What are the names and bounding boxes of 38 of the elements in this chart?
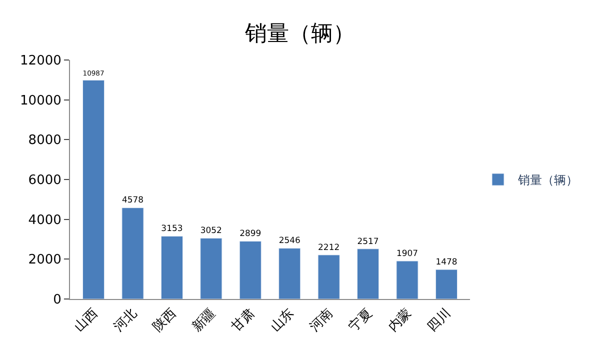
data-label: 3052 xyxy=(200,225,222,236)
x-tick-label: 河北 xyxy=(111,306,140,335)
x-tick-label: 四川 xyxy=(424,306,454,335)
x-tick-label: 新疆 xyxy=(190,306,219,335)
data-label: 1907 xyxy=(396,248,418,258)
bar xyxy=(239,241,262,299)
x-tick-label: 甘肃 xyxy=(228,306,258,335)
x-tick-label: 内蒙 xyxy=(386,306,415,335)
y-tick-label: 2000 xyxy=(28,252,62,268)
data-label: 2546 xyxy=(278,235,300,246)
bar xyxy=(278,248,301,299)
data-label: 4578 xyxy=(122,194,144,205)
y-tick-label: 6000 xyxy=(28,173,62,188)
data-label: 3153 xyxy=(161,223,183,234)
y-tick-label: 12000 xyxy=(20,54,62,69)
bar xyxy=(357,248,380,299)
bar xyxy=(200,238,222,299)
data-label: 2212 xyxy=(318,242,340,252)
x-tick-label: 河南 xyxy=(307,306,336,335)
data-label: 2899 xyxy=(240,228,262,238)
bar xyxy=(160,236,183,299)
y-tick-label: 10000 xyxy=(20,93,62,108)
y-tick-label: 8000 xyxy=(28,133,62,148)
legend-label: 销量（辆） xyxy=(517,173,578,188)
y-tick-label: 0 xyxy=(53,292,62,308)
bar xyxy=(435,269,458,299)
bar xyxy=(122,208,144,299)
x-tick-label: 山东 xyxy=(268,306,298,335)
bar xyxy=(318,254,340,299)
x-tick-label: 宁夏 xyxy=(346,305,376,335)
x-tick-label: 山西 xyxy=(72,306,101,335)
x-tick-label: 陕西 xyxy=(150,306,180,335)
bar xyxy=(82,80,105,299)
bar xyxy=(396,260,418,299)
y-tick-label: 4000 xyxy=(28,212,62,228)
data-label: 2517 xyxy=(357,236,379,246)
chart-title: 销量（辆） xyxy=(244,22,355,47)
data-label: 1478 xyxy=(436,256,458,266)
